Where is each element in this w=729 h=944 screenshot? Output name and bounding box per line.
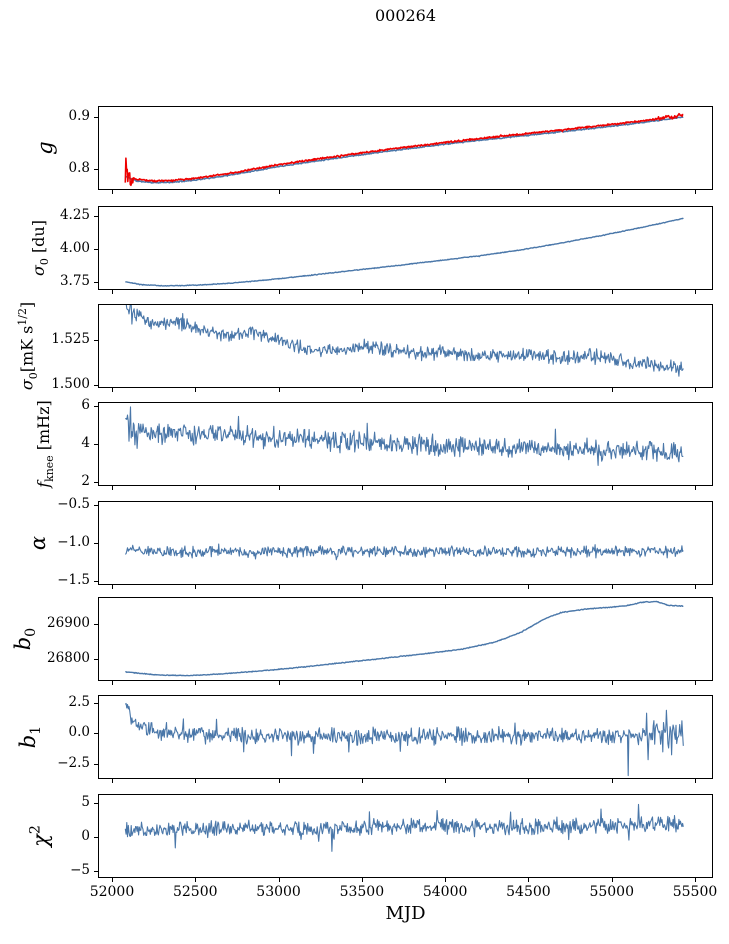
- y-tick-label-sigma0_mK: 1.525: [51, 330, 90, 347]
- y-axis-label-part: g: [33, 141, 57, 155]
- y-axis-label-part: 2: [27, 825, 44, 835]
- y-axis-label-part: b: [10, 636, 35, 651]
- series-blue-f_knee: [124, 406, 684, 466]
- y-axis-label-part: knee: [43, 455, 57, 482]
- panel-frame-f_knee: [98, 402, 713, 486]
- series-blue-b0: [125, 600, 684, 677]
- panel-frame-alpha: [98, 501, 713, 585]
- y-axis-label-sigma0_du: σ0 [du]: [29, 220, 51, 276]
- x-tick-label: 53000: [256, 884, 301, 900]
- y-axis-label-part: [mHz]: [33, 400, 53, 456]
- y-tick-label-f_knee: 2: [81, 473, 90, 489]
- panel-f_knee: [94, 402, 713, 490]
- panel-sigma0_mK: [94, 304, 713, 392]
- y-tick-label-chi2: 5: [81, 794, 90, 810]
- y-tick-label-b1: −2.5: [57, 754, 90, 771]
- y-axis-label-part: b: [15, 734, 40, 749]
- series-red-g: [124, 112, 684, 187]
- y-tick-label-g: 0.8: [68, 160, 90, 177]
- y-tick-label-chi2: 0: [81, 828, 90, 844]
- y-tick-label-f_knee: 4: [81, 435, 90, 451]
- panel-chi2: [94, 794, 713, 882]
- y-axis-label-g: g: [33, 141, 57, 154]
- panel-frame-chi2: [98, 794, 713, 878]
- y-axis-label-part: σ: [17, 379, 37, 391]
- y-tick-label-sigma0_du: 3.75: [59, 273, 90, 289]
- y-tick-label-alpha: −1.5: [57, 572, 90, 588]
- y-axis-label-f_knee: fknee [mHz]: [34, 400, 56, 488]
- y-axis-label-part: 0: [38, 258, 52, 266]
- y-tick-label-sigma0_du: 4.25: [59, 207, 90, 223]
- series-blue-alpha: [124, 543, 684, 561]
- x-tick-label: 55500: [672, 884, 718, 900]
- x-tick-label: 52000: [89, 884, 135, 900]
- panel-frame-g: [98, 106, 713, 190]
- y-tick-label-alpha: −0.5: [57, 495, 90, 512]
- y-tick-label-b1: 0.0: [68, 724, 90, 741]
- figure-title: 000264: [374, 6, 437, 25]
- x-tick-label: 54000: [422, 884, 468, 900]
- y-axis-label-b1: b1: [16, 726, 44, 749]
- y-axis-label-part: f: [33, 481, 53, 488]
- y-tick-label-b1: 2.5: [68, 694, 90, 710]
- y-tick-label-b0: 26800: [47, 649, 90, 666]
- x-axis-label: MJD: [385, 903, 426, 924]
- panel-alpha: [94, 501, 713, 589]
- series-blue-sigma0_du: [125, 217, 684, 287]
- panel-b1: [94, 695, 713, 783]
- panel-g: [94, 106, 713, 194]
- series-blue-g: [125, 116, 684, 184]
- y-axis-label-part: 0: [26, 372, 40, 380]
- y-tick-label-sigma0_du: 4.00: [59, 240, 90, 256]
- panel-b0: [94, 597, 713, 685]
- y-axis-label-part: 1: [28, 725, 45, 735]
- y-axis-label-b0: b0: [11, 628, 39, 651]
- panel-frame-sigma0_du: [98, 206, 713, 290]
- panel-frame-sigma0_mK: [98, 304, 713, 388]
- y-axis-label-sigma0_mK: σ0[mK s1/2]: [16, 302, 40, 390]
- series-blue-sigma0_mK: [125, 304, 684, 377]
- panel-sigma0_du: [94, 206, 713, 294]
- y-axis-label-part: χ: [28, 834, 53, 847]
- y-tick-label-b0: 26900: [47, 614, 90, 631]
- y-axis-label-chi2: χ2: [28, 825, 53, 847]
- y-axis-label-part: 0: [23, 627, 40, 637]
- y-axis-label-part: α: [26, 535, 50, 551]
- panel-frame-b0: [98, 597, 713, 681]
- series-blue-b1: [124, 702, 684, 777]
- y-tick-label-g: 0.9: [68, 108, 90, 125]
- panel-frame-b1: [98, 695, 713, 779]
- y-tick-label-sigma0_mK: 1.500: [51, 375, 90, 392]
- y-axis-label-part: [du]: [28, 220, 48, 259]
- y-axis-label-part: 1/2: [16, 308, 30, 326]
- y-tick-label-chi2: −5: [70, 862, 90, 878]
- y-axis-label-part: σ: [28, 265, 48, 276]
- x-tick-label: 52500: [172, 884, 218, 900]
- y-tick-label-f_knee: 6: [81, 396, 90, 413]
- x-tick-label: 54500: [506, 884, 551, 900]
- y-tick-label-alpha: −1.0: [57, 534, 90, 550]
- y-axis-label-part: ]: [17, 301, 37, 309]
- series-blue-chi2: [124, 803, 684, 852]
- y-axis-label-part: [mK s: [17, 325, 37, 373]
- y-axis-label-alpha: α: [26, 536, 50, 550]
- x-tick-label: 55000: [589, 884, 634, 900]
- x-tick-label: 53500: [339, 884, 385, 900]
